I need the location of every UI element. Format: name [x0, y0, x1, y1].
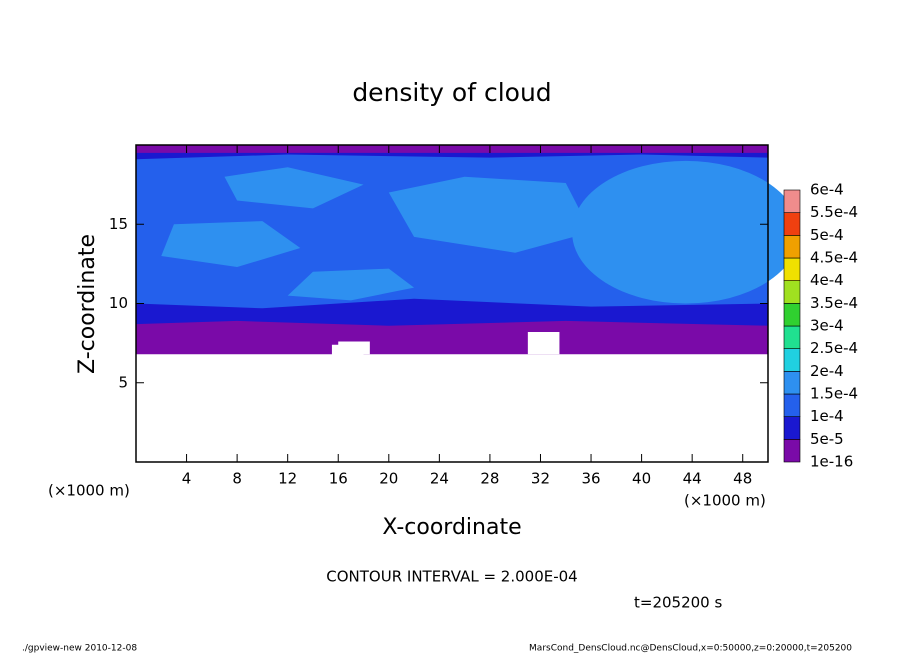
y-tick-label: 15	[109, 215, 128, 233]
x-tick-label: 4	[182, 470, 192, 488]
chart-title: density of cloud	[352, 78, 551, 107]
x-tick-label: 20	[379, 470, 398, 488]
colorbar-segment	[783, 303, 801, 327]
x-tick-label: 36	[581, 470, 600, 488]
colorbar-segment	[783, 439, 801, 463]
contour-region	[388, 176, 592, 253]
colorbar-label: 6e-4	[810, 181, 844, 199]
colorbar-label: 2e-4	[810, 362, 844, 380]
colorbar-segment	[783, 257, 801, 281]
colorbar-label: 4.5e-4	[810, 249, 858, 267]
x-tick-label: 48	[733, 470, 752, 488]
blank-region	[527, 332, 560, 355]
contour-region	[161, 221, 301, 268]
contour-region	[287, 268, 415, 301]
time-label: t=205200 s	[634, 594, 722, 612]
x-tick-label: 28	[480, 470, 499, 488]
footer-left: ./gpview-new 2010-12-08	[22, 644, 137, 654]
x-axis-label: X-coordinate	[382, 515, 521, 540]
colorbar-label: 4e-4	[810, 271, 844, 289]
blank-region	[338, 341, 370, 355]
x-tick-label: 24	[430, 470, 449, 488]
contour-region	[224, 167, 364, 209]
colorbar-segment	[783, 393, 801, 417]
x-tick-label: 32	[531, 470, 550, 488]
colorbar-label: 1e-16	[810, 453, 853, 471]
colorbar-label: 1.5e-4	[810, 385, 858, 403]
colorbar-segment	[783, 416, 801, 440]
colorbar-label: 2.5e-4	[810, 339, 858, 357]
y-axis-label: Z-coordinate	[75, 234, 100, 374]
colorbar-segment	[783, 325, 801, 349]
colorbar-label: 5e-5	[810, 430, 844, 448]
y-tick-label: 10	[109, 294, 128, 312]
colorbar-label: 1e-4	[810, 407, 844, 425]
x-tick-label: 44	[683, 470, 702, 488]
colorbar-label: 5.5e-4	[810, 203, 858, 221]
footer-right: MarsCond_DensCloud.nc@DensCloud,x=0:5000…	[529, 644, 852, 654]
x-tick-label: 40	[632, 470, 651, 488]
contour-interval: CONTOUR INTERVAL = 2.000E-04	[326, 568, 577, 586]
x-unit: (×1000 m)	[684, 492, 766, 510]
y-unit: (×1000 m)	[48, 482, 130, 500]
colorbar-segment	[783, 235, 801, 259]
y-tick-label: 5	[118, 373, 128, 391]
x-tick-label: 12	[278, 470, 297, 488]
colorbar-segment	[783, 348, 801, 372]
colorbar-label: 5e-4	[810, 226, 844, 244]
contour-region	[572, 160, 800, 304]
colorbar-segment	[783, 280, 801, 304]
colorbar-label: 3.5e-4	[810, 294, 858, 312]
x-tick-label: 16	[329, 470, 348, 488]
colorbar-label: 3e-4	[810, 317, 844, 335]
colorbar-segment	[783, 189, 801, 213]
colorbar-segment	[783, 212, 801, 236]
colorbar-segment	[783, 371, 801, 395]
x-tick-label: 8	[232, 470, 242, 488]
